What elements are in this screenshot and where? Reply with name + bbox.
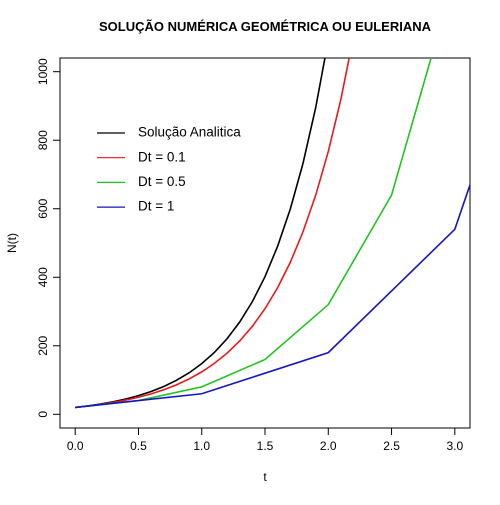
x-tick-label: 1.0 — [193, 439, 210, 453]
y-axis-label: N(t) — [5, 233, 19, 253]
y-tick-label: 800 — [36, 130, 50, 150]
x-tick-label: 0.0 — [67, 439, 84, 453]
y-tick-label: 600 — [36, 198, 50, 218]
y-tick-label: 200 — [36, 335, 50, 355]
legend-label: Solução Analitica — [138, 125, 241, 140]
x-tick-label: 2.5 — [383, 439, 400, 453]
legend-label: Dt = 0.1 — [138, 149, 186, 164]
legend-label: Dt = 1 — [138, 199, 174, 214]
series-line — [75, 58, 326, 409]
chart-title: SOLUÇÃO NUMÉRICA GEOMÉTRICA OU EULERIANA — [99, 19, 432, 34]
x-tick-label: 0.5 — [130, 439, 147, 453]
legend-label: Dt = 0.5 — [138, 174, 186, 189]
lines — [75, 58, 470, 409]
y-tick-label: 400 — [36, 267, 50, 287]
y-tick-label: 0 — [36, 411, 50, 418]
x-tick-label: 1.5 — [257, 439, 274, 453]
series-line — [75, 58, 350, 409]
x-tick-label: 3.0 — [446, 439, 463, 453]
y-tick-label: 1000 — [36, 58, 50, 85]
x-axis-label: t — [263, 470, 267, 484]
series-line — [75, 182, 470, 409]
x-tick-label: 2.0 — [320, 439, 337, 453]
